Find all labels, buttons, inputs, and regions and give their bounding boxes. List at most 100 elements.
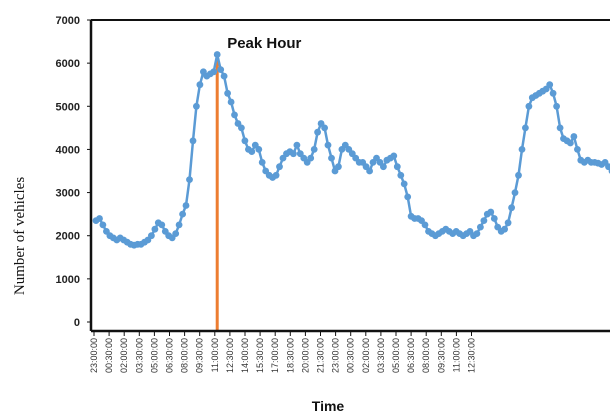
x-tick-label: 14:00:00: [240, 338, 250, 373]
data-point: [574, 146, 581, 153]
data-point: [213, 51, 221, 58]
data-point: [175, 221, 183, 229]
y-tick-label: 2000: [56, 231, 80, 243]
x-tick-label: 15:30:00: [255, 338, 265, 373]
data-point: [366, 167, 373, 175]
x-axis-ticks: 23:00:00 00:30:00 02:00:00 03:30:00 05:00:00…: [89, 331, 477, 373]
data-point: [546, 81, 554, 89]
data-point: [518, 146, 526, 153]
x-tick-label: 09:30:00: [436, 338, 446, 373]
x-tick-label: 02:00:00: [361, 338, 371, 373]
data-point: [307, 154, 315, 162]
data-point: [487, 208, 495, 216]
peak-hour-annotation: Peak Hour: [227, 35, 301, 52]
data-point: [182, 202, 190, 209]
x-tick-label: 21:30:00: [316, 338, 326, 373]
x-tick-label: 05:00:00: [149, 338, 159, 373]
data-point: [473, 230, 481, 238]
data-point: [258, 159, 266, 166]
data-point: [525, 102, 533, 110]
x-tick-label: 09:30:00: [195, 338, 205, 373]
data-point: [276, 163, 283, 171]
data-point: [158, 221, 166, 229]
plot-area: [92, 51, 610, 331]
data-point: [272, 171, 280, 179]
data-point: [148, 232, 155, 240]
data-point: [151, 225, 159, 233]
x-tick-label: 03:30:00: [134, 338, 144, 373]
y-tick-label: 4000: [56, 144, 80, 156]
data-point: [605, 163, 610, 171]
y-tick-label: 1000: [56, 274, 80, 286]
y-tick-label: 5000: [56, 101, 80, 113]
x-tick-label: 11:00:00: [451, 338, 461, 372]
x-tick-label: 02:00:00: [119, 338, 129, 373]
data-point: [179, 210, 187, 218]
data-point: [321, 124, 328, 132]
data-point: [210, 68, 218, 76]
data-point: [522, 124, 529, 132]
x-tick-label: 08:00:00: [421, 338, 431, 373]
data-point: [96, 215, 103, 222]
data-point: [508, 204, 515, 212]
data-point: [186, 176, 193, 184]
data-point: [335, 163, 342, 171]
y-axis-title: Number of vehicles: [12, 177, 28, 295]
data-point: [393, 163, 401, 171]
x-tick-label: 12:30:00: [467, 338, 477, 373]
data-point: [193, 102, 200, 110]
x-tick-label: 18:30:00: [285, 338, 295, 373]
x-tick-label: 03:30:00: [376, 338, 386, 373]
x-tick-label: 00:30:00: [346, 338, 356, 373]
data-point: [217, 66, 225, 73]
data-point: [189, 137, 197, 145]
data-point: [501, 225, 508, 233]
data-point: [404, 193, 412, 201]
data-point: [290, 150, 297, 158]
x-tick-label: 17:00:00: [270, 338, 280, 373]
x-tick-label: 23:00:00: [331, 338, 341, 373]
data-point: [380, 163, 387, 171]
x-tick-label: 06:30:00: [165, 338, 175, 373]
data-point: [515, 171, 522, 179]
y-tick-label: 6000: [56, 58, 80, 70]
data-point: [570, 133, 578, 140]
y-tick-label: 3000: [56, 188, 80, 200]
data-point: [310, 146, 318, 153]
data-point: [227, 98, 235, 106]
data-point: [238, 124, 245, 132]
data-point: [293, 141, 301, 149]
x-tick-label: 12:30:00: [225, 338, 235, 373]
data-point: [314, 128, 321, 136]
data-point: [224, 89, 232, 97]
data-point: [390, 152, 398, 160]
data-point: [328, 154, 335, 162]
data-point: [480, 217, 488, 225]
x-tick-label: 11:00:00: [210, 338, 220, 372]
data-point: [220, 72, 228, 80]
data-point: [324, 141, 332, 149]
data-point: [99, 221, 107, 229]
x-tick-label: 20:00:00: [300, 338, 310, 373]
data-point: [255, 146, 263, 153]
data-point: [231, 111, 238, 119]
data-point: [241, 137, 249, 145]
x-tick-label: 00:30:00: [104, 338, 114, 373]
data-point: [421, 221, 429, 229]
y-tick-label: 0: [74, 317, 80, 329]
data-point: [397, 171, 405, 179]
x-tick-label: 23:00:00: [89, 338, 99, 373]
y-tick-label: 7000: [56, 15, 80, 27]
data-point: [196, 81, 204, 89]
data-point: [477, 223, 484, 231]
data-point: [490, 215, 498, 222]
data-point: [567, 139, 574, 147]
data-point: [248, 148, 256, 156]
data-point: [549, 89, 557, 97]
data-point: [504, 219, 512, 227]
x-axis-title: Time: [312, 398, 345, 414]
x-tick-label: 06:30:00: [406, 338, 416, 373]
data-point: [172, 230, 180, 238]
data-point: [400, 180, 408, 188]
